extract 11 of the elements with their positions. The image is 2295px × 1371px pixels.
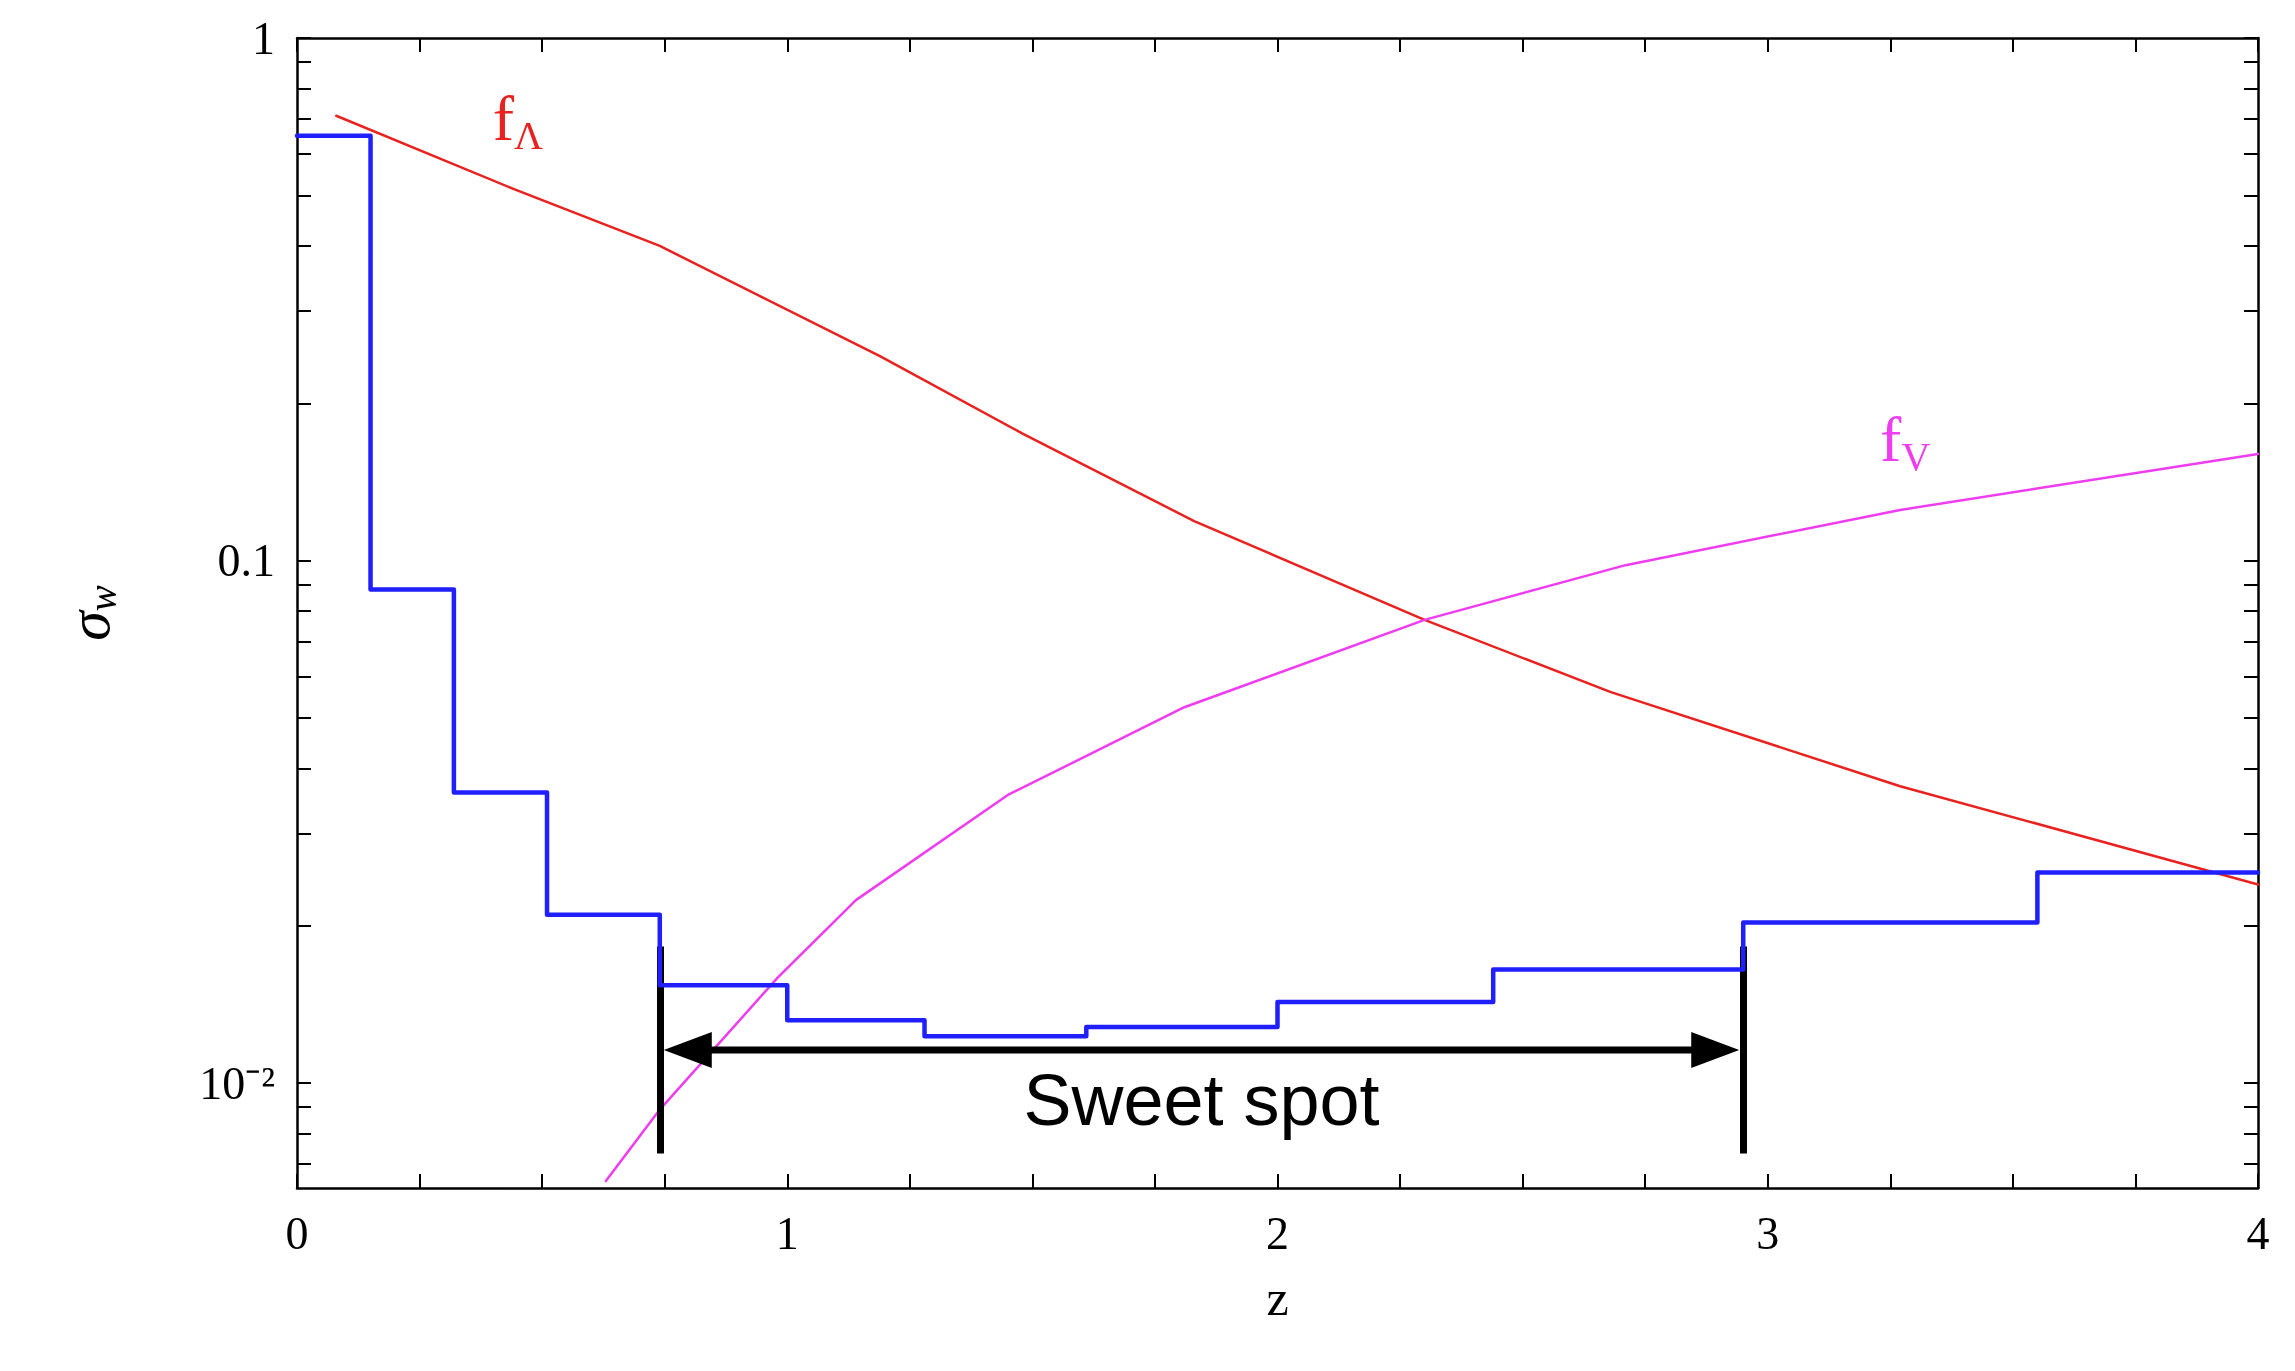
annotation: Sweet spot: [1023, 1060, 1380, 1140]
x-tick-label: 0: [285, 1207, 309, 1259]
x-tick-label: 3: [1756, 1207, 1780, 1259]
y-tick-label: 0.1: [217, 535, 275, 587]
x-tick-label: 4: [2246, 1207, 2270, 1259]
x-tick-label: 2: [1266, 1207, 1289, 1259]
y-tick-label: 10⁻²: [199, 1057, 275, 1109]
x-tick-label: 1: [775, 1207, 799, 1259]
y-tick-label: 1: [252, 12, 275, 64]
x-axis-title: z: [1266, 1270, 1289, 1326]
y-axis-title: σw: [56, 585, 124, 641]
